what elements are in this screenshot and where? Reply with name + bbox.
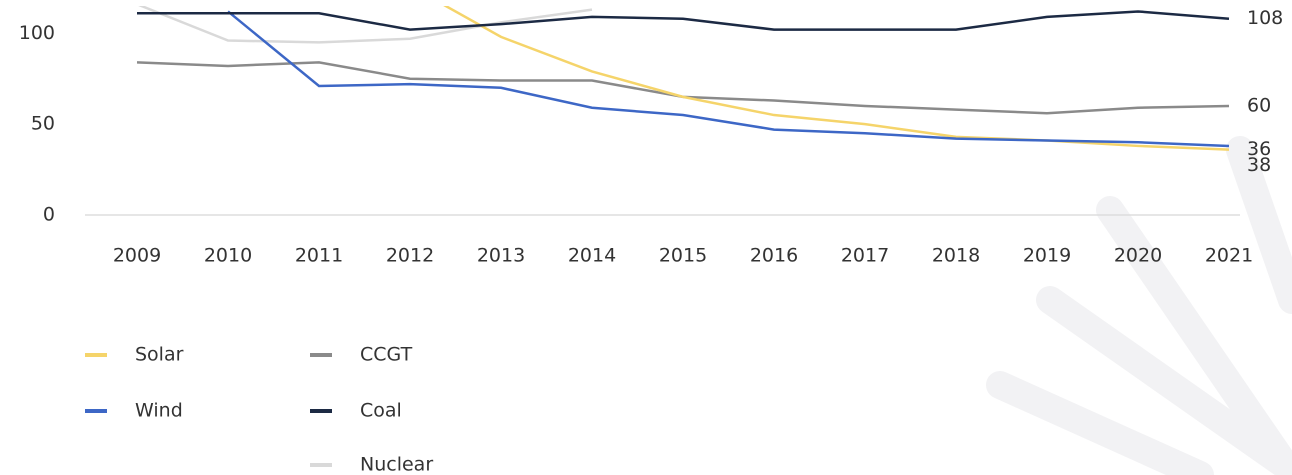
x-tick-label: 2011 [295, 245, 343, 267]
legend-label: CCGT [360, 344, 413, 366]
x-tick-label: 2014 [568, 245, 616, 267]
x-tick-label: 2009 [113, 245, 161, 267]
end-label: 36 [1247, 138, 1271, 160]
y-tick-label: 100 [19, 22, 55, 44]
x-tick-label: 2018 [932, 245, 980, 267]
x-tick-label: 2012 [386, 245, 434, 267]
x-tick-label: 2016 [750, 245, 798, 267]
x-tick-label: 2010 [204, 245, 252, 267]
x-tick-label: 2021 [1205, 245, 1253, 267]
x-tick-label: 2015 [659, 245, 707, 267]
legend-label: Solar [135, 344, 184, 366]
y-tick-label: 50 [31, 113, 55, 135]
x-tick-label: 2020 [1114, 245, 1162, 267]
series-line [137, 10, 1230, 31]
end-label: 38 [1247, 154, 1271, 176]
x-tick-label: 2019 [1023, 245, 1071, 267]
legend-label: Nuclear [360, 454, 433, 475]
x-tick-label: 2017 [841, 245, 889, 267]
series-line [227, 10, 1230, 148]
end-label: 108 [1247, 7, 1283, 29]
legend-label: Coal [360, 400, 402, 422]
end-label: 60 [1247, 94, 1271, 116]
background-rays [986, 136, 1292, 475]
legend-label: Wind [135, 400, 183, 422]
series-line [138, 6, 593, 44]
y-tick-label: 0 [43, 204, 55, 226]
series-line [443, 6, 1230, 151]
x-tick-label: 2013 [477, 245, 525, 267]
